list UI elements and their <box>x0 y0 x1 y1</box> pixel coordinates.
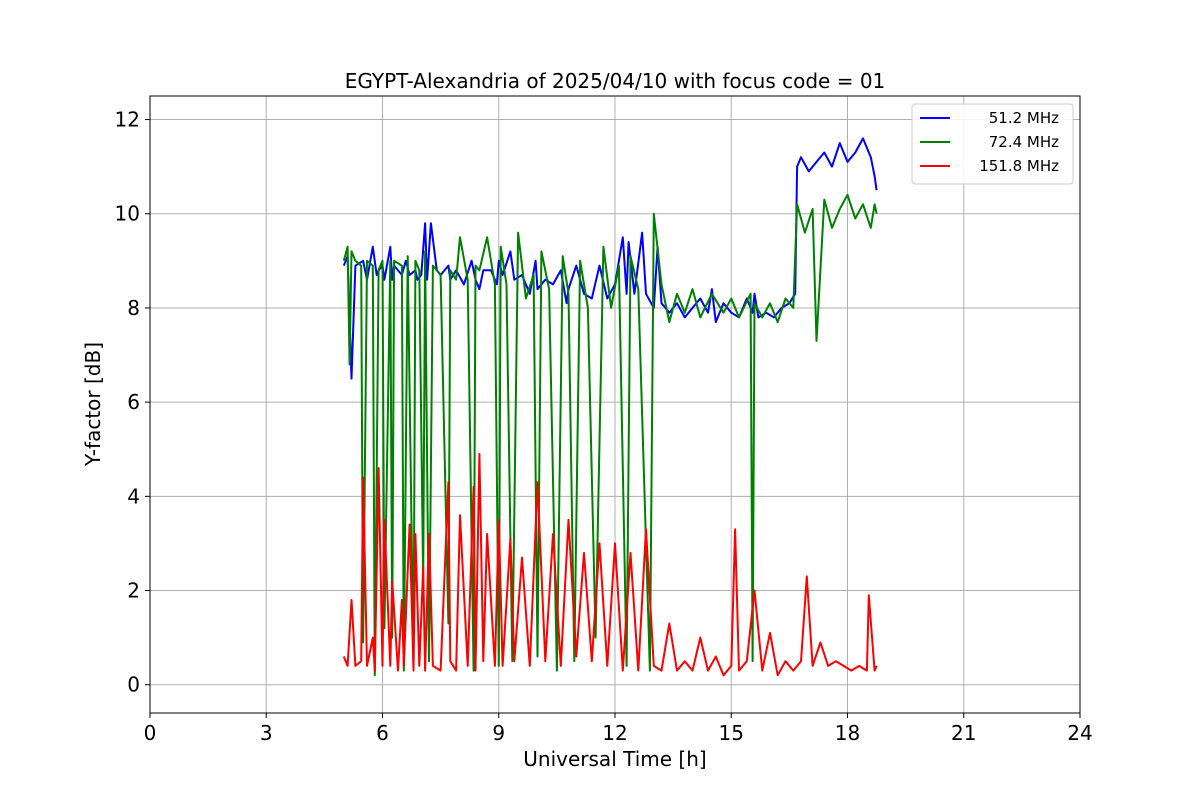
chart-title: EGYPT-Alexandria of 2025/04/10 with focu… <box>345 69 886 93</box>
x-axis-label: Universal Time [h] <box>523 747 706 771</box>
series-line-72-4-mhz <box>342 193 878 677</box>
y-axis-label: Y-factor [dB] <box>81 342 105 467</box>
series-line-151-8-mhz <box>342 453 878 677</box>
series-line-51-2-mhz <box>342 137 878 380</box>
legend-label: 72.4 MHz <box>989 133 1059 151</box>
y-tick-label: 6 <box>127 390 140 414</box>
x-tick-label: 15 <box>719 721 744 745</box>
y-tick-label: 10 <box>115 202 140 226</box>
x-tick-label: 3 <box>260 721 273 745</box>
y-tick-label: 2 <box>127 579 140 603</box>
x-tick-label: 9 <box>492 721 505 745</box>
legend: 51.2 MHz 72.4 MHz 151.8 MHz <box>911 103 1074 185</box>
legend-box <box>911 103 1074 185</box>
x-tick-label: 0 <box>144 721 157 745</box>
x-tick-label: 24 <box>1067 721 1092 745</box>
x-tick-label: 6 <box>376 721 389 745</box>
x-tick-label: 18 <box>835 721 860 745</box>
legend-label: 51.2 MHz <box>989 109 1059 127</box>
y-tick-label: 8 <box>127 296 140 320</box>
x-tick-label: 12 <box>602 721 627 745</box>
y-tick-label: 0 <box>127 673 140 697</box>
y-tick-label: 4 <box>127 484 140 508</box>
legend-label: 151.8 MHz <box>979 157 1059 175</box>
series-group <box>342 137 878 677</box>
y-tick-label: 12 <box>115 108 140 132</box>
x-tick-label: 21 <box>951 721 976 745</box>
